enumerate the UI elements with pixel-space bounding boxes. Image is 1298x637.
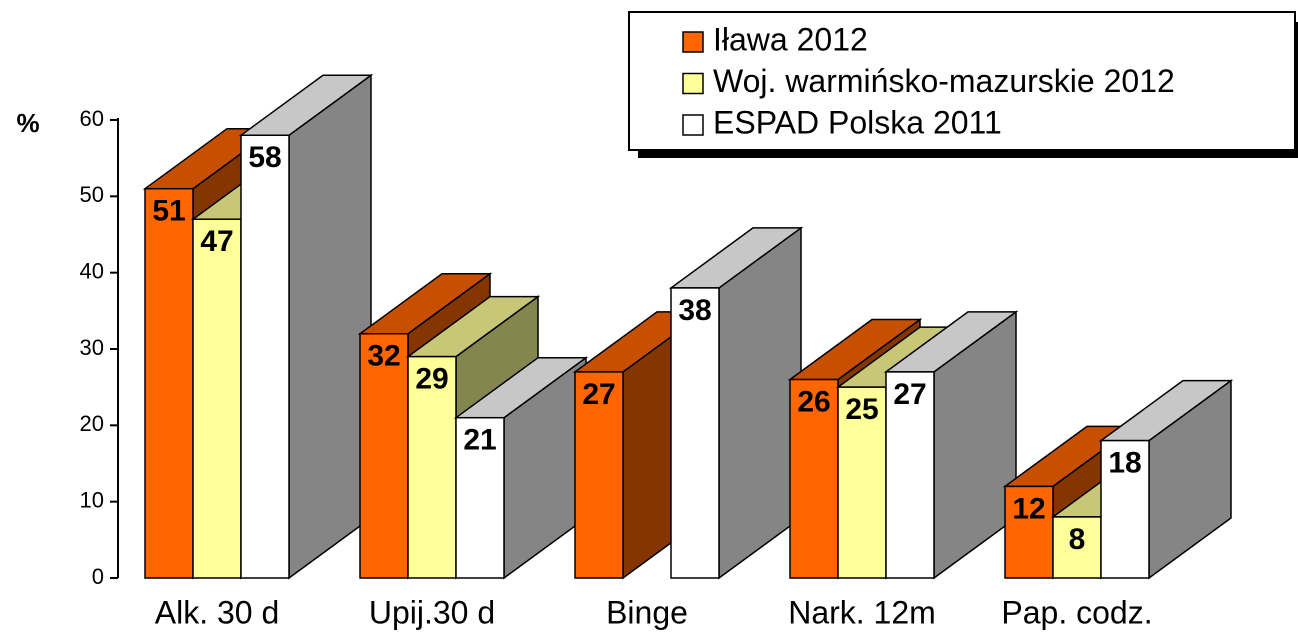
y-tick-label: 30	[80, 335, 104, 360]
x-tick-label: Pap. codz.	[1001, 594, 1152, 630]
y-tick-label: 10	[80, 487, 104, 512]
value-label: 29	[415, 363, 448, 396]
x-tick-label: Upij.30 d	[369, 594, 495, 630]
value-label: 27	[582, 378, 615, 411]
value-label: 47	[200, 225, 233, 258]
bar	[883, 310, 1019, 580]
value-label: 32	[367, 340, 400, 373]
value-label: 27	[893, 378, 926, 411]
x-tick-label: Nark. 12m	[788, 594, 936, 630]
x-tick-label: Binge	[606, 594, 688, 630]
bar	[668, 226, 804, 580]
y-tick-label: 0	[92, 564, 104, 589]
legend-label: Woj. warmińsko-mazurskie 2012	[713, 63, 1175, 99]
value-label: 18	[1108, 447, 1141, 480]
value-label: 12	[1012, 492, 1045, 525]
value-label: 26	[797, 385, 830, 418]
legend	[628, 11, 1296, 151]
bar	[238, 73, 374, 580]
bar	[1098, 379, 1234, 580]
y-tick-label: 50	[80, 182, 104, 207]
y-tick-label: 60	[80, 106, 104, 131]
y-tick-label: 40	[80, 258, 104, 283]
y-axis-label: %	[16, 108, 39, 138]
bar	[453, 356, 589, 580]
legend-swatch	[682, 72, 704, 95]
y-tick-label: 20	[80, 411, 104, 436]
value-label: 51	[152, 195, 185, 228]
x-tick-label: Alk. 30 d	[155, 594, 280, 630]
value-label: 25	[845, 393, 878, 426]
value-label: 21	[463, 424, 496, 457]
value-label: 8	[1069, 523, 1086, 556]
legend-label: Iława 2012	[713, 21, 868, 57]
legend-swatch	[682, 31, 704, 53]
value-label: 58	[248, 141, 281, 174]
legend-label: ESPAD Polska 2011	[713, 104, 1002, 140]
value-label: 38	[678, 294, 711, 327]
legend-swatch	[682, 114, 704, 136]
